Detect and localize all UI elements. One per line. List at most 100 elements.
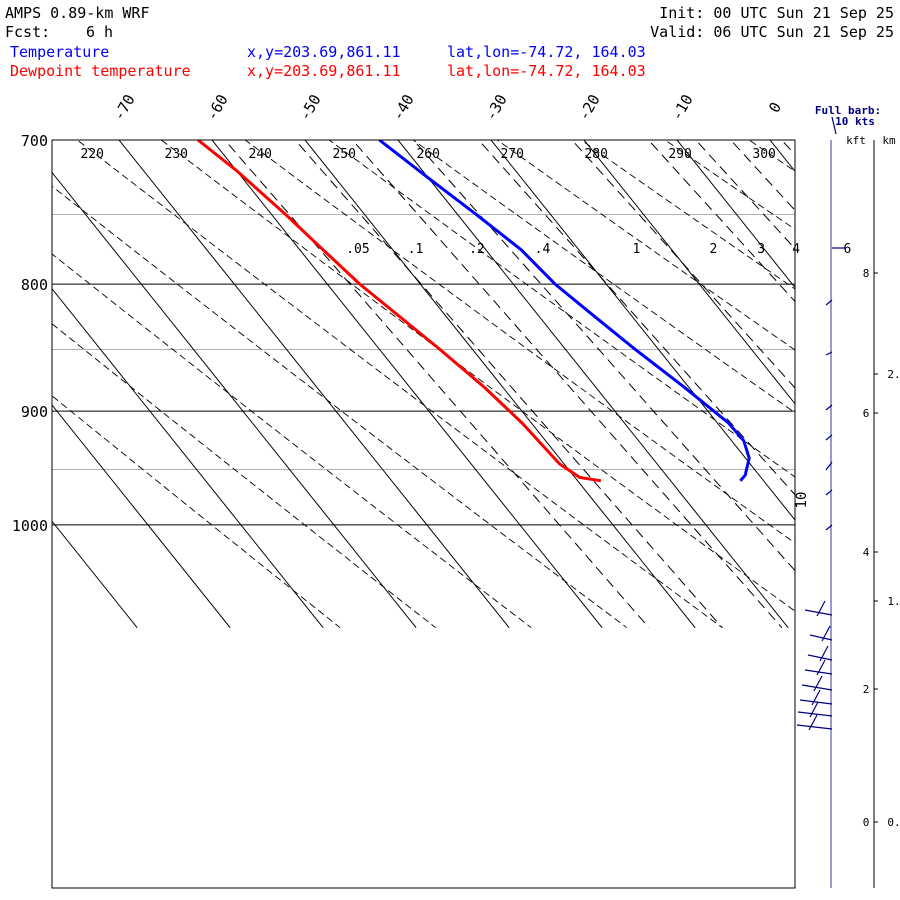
plot-frame [51, 139, 796, 889]
latlon-dewpoint: lat,lon=-74.72, 164.03 [447, 62, 646, 80]
km-tick-label: 1. [887, 595, 900, 608]
sounding-lines [197, 140, 751, 483]
dry-adiabat-label: 300 [752, 147, 775, 162]
kft-tick-label: 0 [863, 816, 870, 829]
wind-barb [825, 489, 833, 496]
legend-temperature: Temperature [10, 43, 110, 61]
isotherm-line [211, 140, 603, 629]
background-lines [52, 0, 900, 629]
isotherm-label: -50 [296, 91, 325, 123]
isotherm-line [769, 140, 795, 173]
wind-barb-feather [816, 659, 826, 676]
isotherm-label: -10 [668, 91, 697, 123]
wind-barb [825, 351, 833, 356]
dry-adiabat-line [52, 253, 532, 629]
wind-barb [825, 404, 833, 411]
kft-tick-label: 2 [863, 683, 870, 696]
wind-barb-feather [819, 645, 829, 662]
pressure-tick-label: 900 [21, 403, 48, 421]
dry-adiabat-label: 280 [584, 147, 607, 162]
isotherm-label: -20 [575, 91, 604, 123]
barb-key-speed: 10 kts [835, 115, 875, 128]
wind-barb [799, 699, 833, 705]
dry-adiabat-line [160, 140, 795, 612]
dry-adiabat-line [715, 60, 900, 628]
pressure-tick-label: 700 [21, 132, 48, 150]
barb-key-icon [831, 116, 837, 135]
dry-adiabat-line [52, 185, 628, 629]
mixing-ratio-label: 2 [709, 242, 717, 257]
dry-adiabat-label: 270 [500, 147, 523, 162]
kft-tick-label: 6 [863, 407, 870, 420]
isotherm-line [583, 140, 795, 405]
dry-adiabat-label: 220 [81, 147, 104, 162]
temperature-trace [378, 140, 751, 482]
forecast-hours: 6 h [86, 23, 114, 41]
mixing-ratio-label: 6 [844, 242, 852, 257]
wind-barb-feather [813, 675, 823, 692]
latlon-temperature: lat,lon=-74.72, 164.03 [447, 43, 646, 61]
mixing-ratio-line [412, 140, 795, 572]
km-tick-label: 0. [887, 816, 900, 829]
dry-adiabat-line [52, 323, 436, 629]
mixing-ratio-label: .2 [469, 242, 485, 257]
wind-barb-feather [808, 714, 818, 731]
wind-barb [825, 434, 833, 441]
dry-adiabat-label: 230 [165, 147, 188, 162]
kft-axis-label: kft [846, 134, 866, 147]
legend-dewpoint: Dewpoint temperature [10, 62, 191, 80]
mixing-ratio-label: 1 [632, 242, 640, 257]
dry-adiabat-line [412, 140, 795, 414]
wind-barb [825, 461, 833, 471]
mixing-ratio-label: 4 [792, 242, 800, 257]
wind-speed-label: 10 [794, 492, 810, 509]
wind-barb [801, 684, 833, 691]
mixing-ratio-line [294, 140, 723, 629]
mixing-ratio-line [745, 60, 900, 628]
isotherm-label: -40 [389, 91, 418, 123]
wind-barb [825, 299, 833, 306]
isotherm-line [490, 140, 795, 521]
pressure-tick-label: 1000 [12, 517, 48, 535]
isotherm-line [823, 0, 900, 628]
isotherm-label: -60 [203, 91, 232, 123]
model-title: AMPS 0.89-km WRF [5, 4, 150, 22]
kft-tick-label: 8 [863, 267, 870, 280]
mixing-ratio-line [224, 140, 650, 629]
wind-barb-feather [821, 625, 831, 642]
dry-adiabat-line [328, 140, 795, 478]
wind-barb [796, 724, 833, 730]
xy-coord-dewpoint: x,y=203.69,861.11 [247, 62, 401, 80]
forecast-label: Fcst: [5, 23, 51, 41]
wind-barb-feather [809, 701, 819, 718]
isotherm-label: 0 [765, 99, 785, 116]
dry-adiabat-label: 250 [332, 147, 355, 162]
isotherm-line [397, 140, 789, 629]
isotherm-line [676, 140, 795, 289]
dry-adiabat-label: 240 [249, 147, 272, 162]
kft-tick-label: 4 [863, 546, 870, 559]
wind-barb [809, 634, 833, 641]
isotherm-line [52, 171, 417, 629]
km-tick-label: 2. [887, 368, 900, 381]
wind-barb [797, 711, 833, 717]
isotherm-label: -30 [482, 91, 511, 123]
isotherm-line [52, 287, 324, 629]
dry-adiabat-line [76, 140, 723, 629]
mixing-ratio-label: .05 [346, 242, 369, 257]
isotherm-label: -70 [110, 91, 139, 123]
mixing-ratio-line [351, 140, 783, 629]
isotherm-line [304, 140, 696, 629]
dry-adiabat-label: 260 [416, 147, 439, 162]
dry-adiabat-line [52, 395, 341, 629]
mixing-ratio-label: .4 [535, 242, 551, 257]
xy-coord-temperature: x,y=203.69,861.11 [247, 43, 401, 61]
init-time: Init: 00 UTC Sun 21 Sep 25 [659, 4, 894, 22]
dewpoint-temperature-trace [197, 140, 602, 483]
isotherm-line [118, 140, 510, 629]
wind-barb [825, 524, 833, 531]
wind-barb-feather [811, 689, 821, 706]
mixing-ratio-label: .1 [408, 242, 424, 257]
